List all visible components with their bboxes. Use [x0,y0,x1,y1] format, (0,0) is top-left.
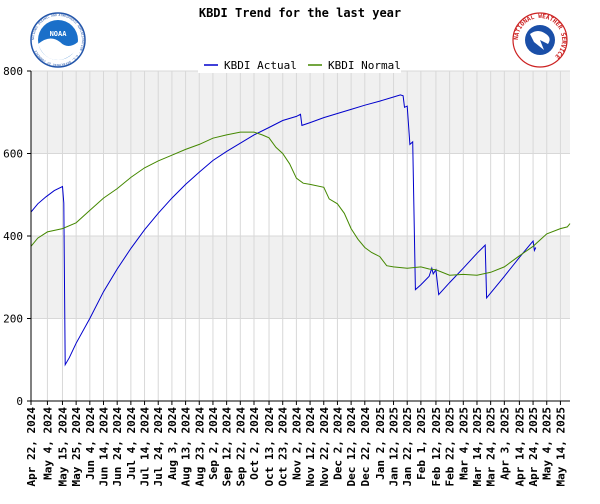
x-tick-label: Apr 22, 2024 [25,407,38,487]
y-tick-label: 0 [16,395,23,408]
x-tick-label: Mar 4, 2025 [457,407,470,480]
y-tick-label: 400 [3,230,23,243]
x-tick-label: Dec 22, 2024 [359,407,372,487]
x-tick-label: Jun 24, 2024 [111,407,124,487]
x-tick-label: Oct 23, 2024 [277,407,290,487]
x-tick-label: Jan 2, 2025 [374,407,387,480]
x-tick-label: Aug 23, 2024 [193,407,206,487]
legend-box [198,57,401,73]
x-tick-label: Aug 13, 2024 [180,407,193,487]
x-tick-label: May 15, 2024 [56,407,69,487]
x-tick-label: Oct 13, 2024 [263,407,276,487]
series-layer [30,94,571,367]
x-tick-label: May 4, 2025 [541,407,554,480]
x-tick-label: Sep 22, 2024 [234,407,247,487]
x-tick-label: May 14, 2025 [554,407,567,486]
x-tick-label: Apr 3, 2025 [498,407,511,480]
x-tick-label: May 4, 2024 [41,407,54,480]
y-tick-label: 200 [3,313,23,326]
plot-background [31,71,570,401]
y-tick-label: 800 [3,65,23,78]
x-tick-label: Dec 12, 2024 [345,407,358,487]
y-tick-label: 600 [3,148,23,161]
x-tick-label: Feb 12, 2025 [430,407,443,486]
series-line-kbdi-normal [30,131,571,276]
noaa-logo-icon: NOAA NATIONAL OCEANIC AND ATMOSPHERIC AD… [30,12,86,68]
x-tick-label: Nov 2, 2024 [290,407,303,480]
noaa-logo-text: NOAA [50,30,68,38]
x-tick-label: Dec 2, 2024 [331,407,344,480]
series-line-kbdi-actual [30,94,537,367]
nws-logo-icon: NATIONAL WEATHER SERVICE [512,12,568,68]
x-tick-label: Jun 14, 2024 [98,407,111,487]
legend-label-kbdi-normal: KBDI Normal [328,59,401,72]
x-tick-label: Jun 4, 2024 [84,407,97,480]
x-tick-label: Mar 24, 2025 [485,407,498,486]
x-tick-label: Apr 14, 2025 [513,407,526,486]
x-tick-label: Jan 12, 2025 [388,407,401,486]
x-tick-label: Aug 3, 2024 [166,407,179,480]
x-tick-label: Jul 14, 2024 [139,407,152,487]
chart-title: KBDI Trend for the last year [199,6,401,20]
x-tick-label: Nov 22, 2024 [318,407,331,487]
x-tick-label: Jul 24, 2024 [152,407,165,487]
x-tick-label: May 25, 2024 [70,407,83,487]
x-tick-label: Feb 22, 2025 [444,407,457,486]
x-tick-label: Feb 1, 2025 [415,407,428,480]
x-tick-label: Sep 2, 2024 [207,407,220,480]
x-tick-label: Sep 12, 2024 [221,407,234,487]
legend-label-kbdi-actual: KBDI Actual [224,59,297,72]
x-tick-label: Apr 24, 2025 [527,407,540,486]
plot-band [31,71,570,154]
x-tick-label: Jul 4, 2024 [125,407,138,480]
x-tick-label: Jan 22, 2025 [401,407,414,486]
legend: KBDI Actual KBDI Normal [198,57,401,73]
x-tick-label: Oct 2, 2024 [248,407,261,480]
x-tick-label: Mar 14, 2025 [471,407,484,486]
x-tick-label: Nov 12, 2024 [304,407,317,487]
